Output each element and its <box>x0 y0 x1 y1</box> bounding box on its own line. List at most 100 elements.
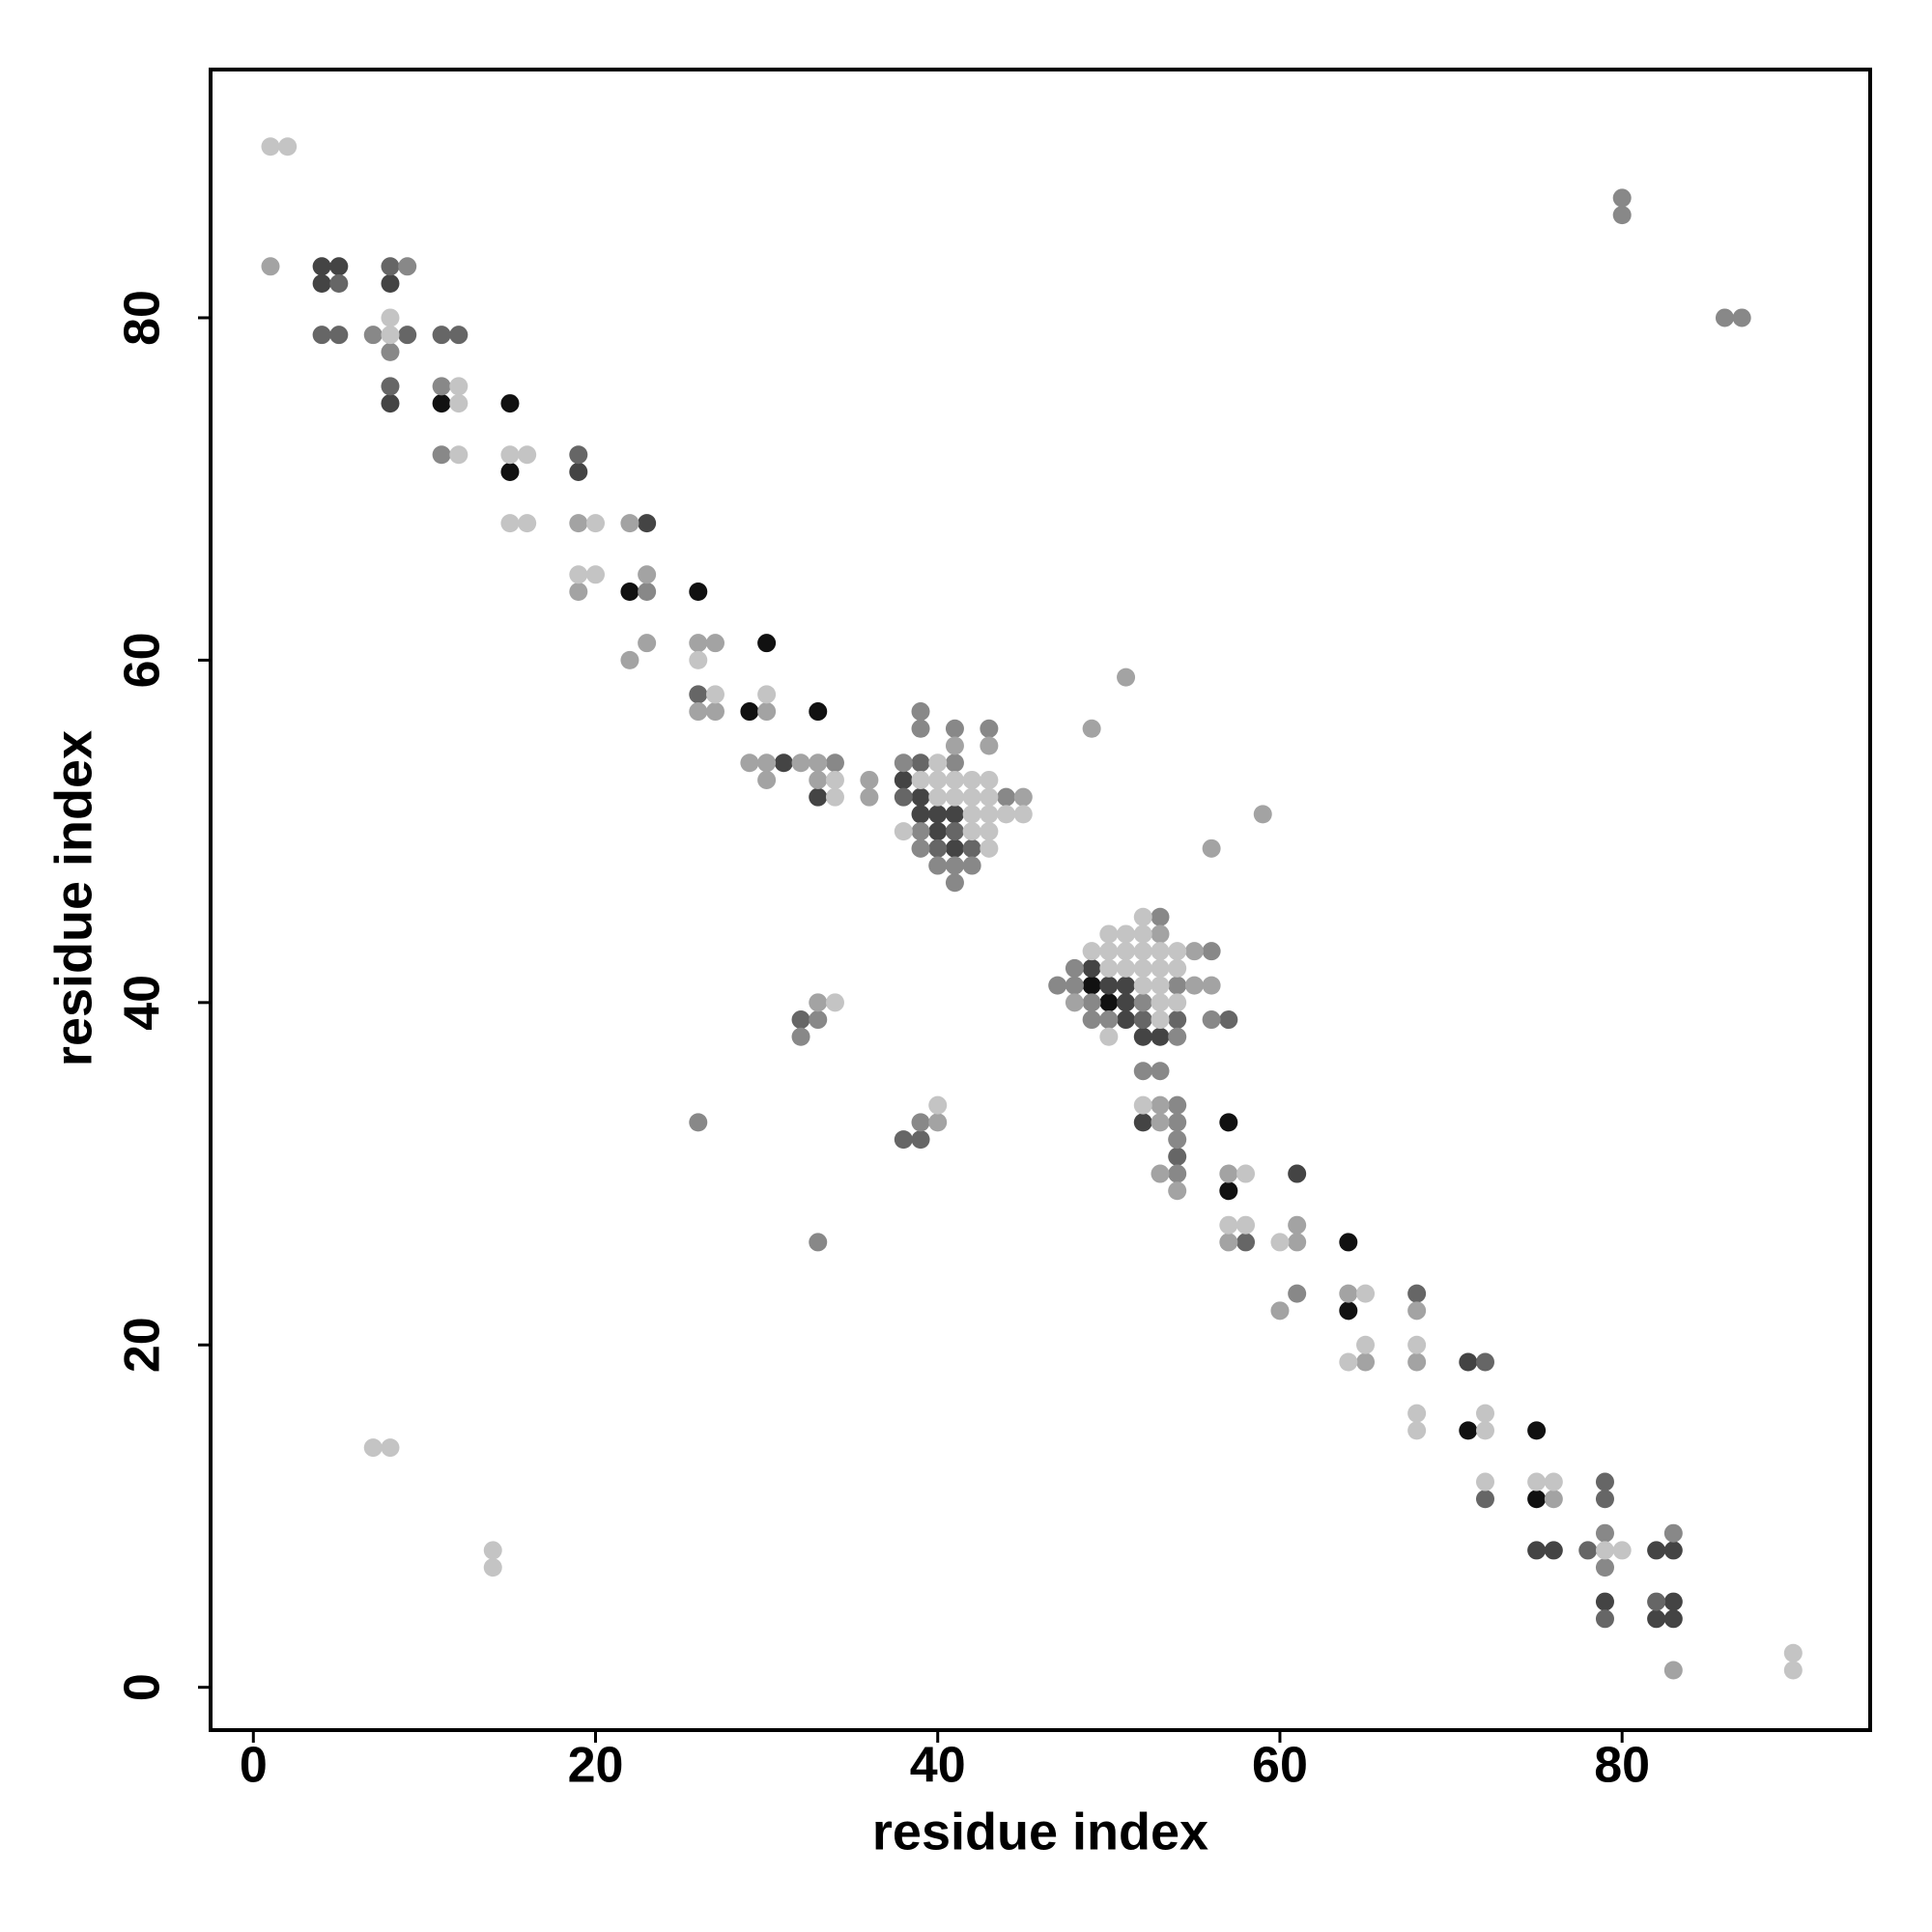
point <box>432 394 451 413</box>
point <box>1715 308 1734 327</box>
point <box>1527 1421 1547 1440</box>
point <box>1168 1027 1187 1046</box>
point <box>1595 1490 1614 1509</box>
point <box>569 582 588 602</box>
point <box>1578 1541 1598 1560</box>
point <box>894 822 913 841</box>
point <box>1612 188 1632 208</box>
point <box>928 838 948 858</box>
point <box>381 274 400 294</box>
point <box>1013 805 1033 824</box>
point <box>1082 942 1101 961</box>
point <box>911 702 930 722</box>
point <box>980 736 999 755</box>
point <box>1527 1472 1547 1492</box>
point <box>1663 1541 1683 1560</box>
point <box>483 1541 502 1560</box>
point <box>1475 1404 1494 1423</box>
point <box>945 873 964 893</box>
point <box>1168 993 1187 1012</box>
point <box>638 514 657 533</box>
point <box>962 805 981 824</box>
point <box>1202 838 1221 858</box>
point <box>1117 942 1136 961</box>
point <box>1459 1421 1478 1440</box>
point <box>381 257 400 276</box>
point <box>620 514 639 533</box>
point <box>1099 993 1119 1012</box>
point <box>638 634 657 653</box>
point <box>1133 993 1152 1012</box>
point <box>1612 1541 1632 1560</box>
point <box>1151 942 1170 961</box>
point <box>1151 924 1170 944</box>
point <box>1527 1490 1547 1509</box>
point <box>945 753 964 773</box>
point <box>980 787 999 807</box>
point <box>740 702 759 722</box>
point <box>1356 1352 1376 1372</box>
point <box>398 326 417 345</box>
point <box>911 787 930 807</box>
point <box>1117 924 1136 944</box>
point <box>363 326 383 345</box>
point <box>1202 976 1221 995</box>
point <box>809 1010 828 1030</box>
point <box>757 753 777 773</box>
point <box>1117 976 1136 995</box>
y-axis-label: residue index <box>44 730 102 1066</box>
point <box>911 838 930 858</box>
point <box>1219 1010 1238 1030</box>
y-tick-label: 0 <box>115 1673 171 1701</box>
point <box>1151 1010 1170 1030</box>
point <box>1099 976 1119 995</box>
point <box>1339 1301 1358 1321</box>
point <box>449 326 469 345</box>
point <box>962 838 981 858</box>
point <box>381 1438 400 1458</box>
point <box>569 445 588 465</box>
point <box>381 308 400 327</box>
x-axis-label: residue index <box>872 1803 1208 1861</box>
point <box>1133 1010 1152 1030</box>
point <box>518 514 537 533</box>
point <box>740 753 759 773</box>
point <box>1082 976 1101 995</box>
point <box>689 702 708 722</box>
point <box>620 582 639 602</box>
point <box>1168 942 1187 961</box>
point <box>1288 1215 1307 1235</box>
point <box>1082 1010 1101 1030</box>
point <box>1459 1352 1478 1372</box>
point <box>1168 1010 1187 1030</box>
point <box>312 274 331 294</box>
point <box>705 702 724 722</box>
point <box>1544 1472 1563 1492</box>
point <box>945 787 964 807</box>
point <box>1236 1164 1256 1183</box>
point <box>1082 958 1101 978</box>
point <box>1288 1164 1307 1183</box>
point <box>329 326 349 345</box>
point <box>1595 1592 1614 1611</box>
point <box>1099 1010 1119 1030</box>
point <box>1151 976 1170 995</box>
point <box>1082 993 1101 1012</box>
point <box>1151 1164 1170 1183</box>
point <box>1288 1233 1307 1252</box>
point <box>1663 1523 1683 1543</box>
point <box>825 993 844 1012</box>
point <box>500 394 520 413</box>
point <box>1475 1352 1494 1372</box>
point <box>928 856 948 875</box>
point <box>980 822 999 841</box>
point <box>1270 1233 1290 1252</box>
point <box>962 770 981 789</box>
point <box>1168 976 1187 995</box>
point <box>1133 907 1152 926</box>
point <box>860 770 879 789</box>
y-tick-label: 20 <box>115 1317 171 1373</box>
point <box>962 787 981 807</box>
point <box>1168 1181 1187 1201</box>
point <box>945 770 964 789</box>
